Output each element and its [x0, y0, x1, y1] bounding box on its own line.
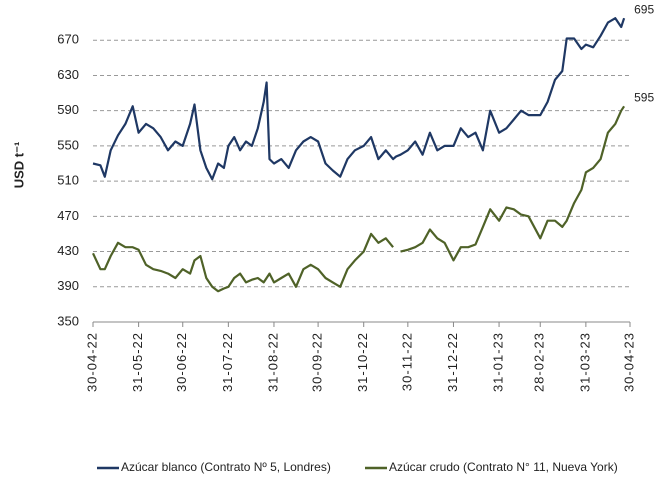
legend-label: Azúcar blanco (Contrato Nº 5, Londres): [121, 460, 331, 474]
y-tick-label: 390: [57, 278, 79, 293]
end-label: 595: [634, 90, 654, 104]
y-tick-label: 670: [57, 32, 79, 47]
series-line: [92, 105, 626, 293]
y-tick-label: 510: [57, 173, 79, 188]
x-tick-label: 30-09-22: [310, 332, 325, 392]
x-tick-label: 28-02-23: [532, 332, 547, 392]
y-tick-label: 590: [57, 102, 79, 117]
legend-label: Azúcar crudo (Contrato N° 11, Nueva York…: [389, 460, 618, 474]
series-line: [92, 17, 626, 181]
x-tick-label: 30-06-22: [174, 332, 189, 392]
x-tick-label: 31-07-22: [220, 332, 235, 392]
x-tick-label: 30-04-23: [621, 332, 636, 392]
x-tick-label: 31-12-22: [445, 332, 460, 392]
y-axis-label: USD t⁻¹: [11, 142, 26, 189]
x-tick-label: 30-04-22: [84, 332, 99, 392]
y-tick-label: 550: [57, 137, 79, 152]
y-tick-label: 630: [57, 67, 79, 82]
y-tick-label: 430: [57, 243, 79, 258]
x-tick-label: 31-08-22: [265, 332, 280, 392]
y-tick-label: 350: [57, 313, 79, 328]
x-tick-label: 31-10-22: [355, 332, 370, 392]
x-tick-label: 30-11-22: [399, 332, 414, 391]
x-tick-label: 31-05-22: [130, 332, 145, 392]
end-label: 695: [634, 2, 654, 16]
x-tick-label: 31-01-23: [490, 332, 505, 392]
x-tick-label: 31-03-23: [577, 332, 592, 392]
y-tick-label: 470: [57, 208, 79, 223]
